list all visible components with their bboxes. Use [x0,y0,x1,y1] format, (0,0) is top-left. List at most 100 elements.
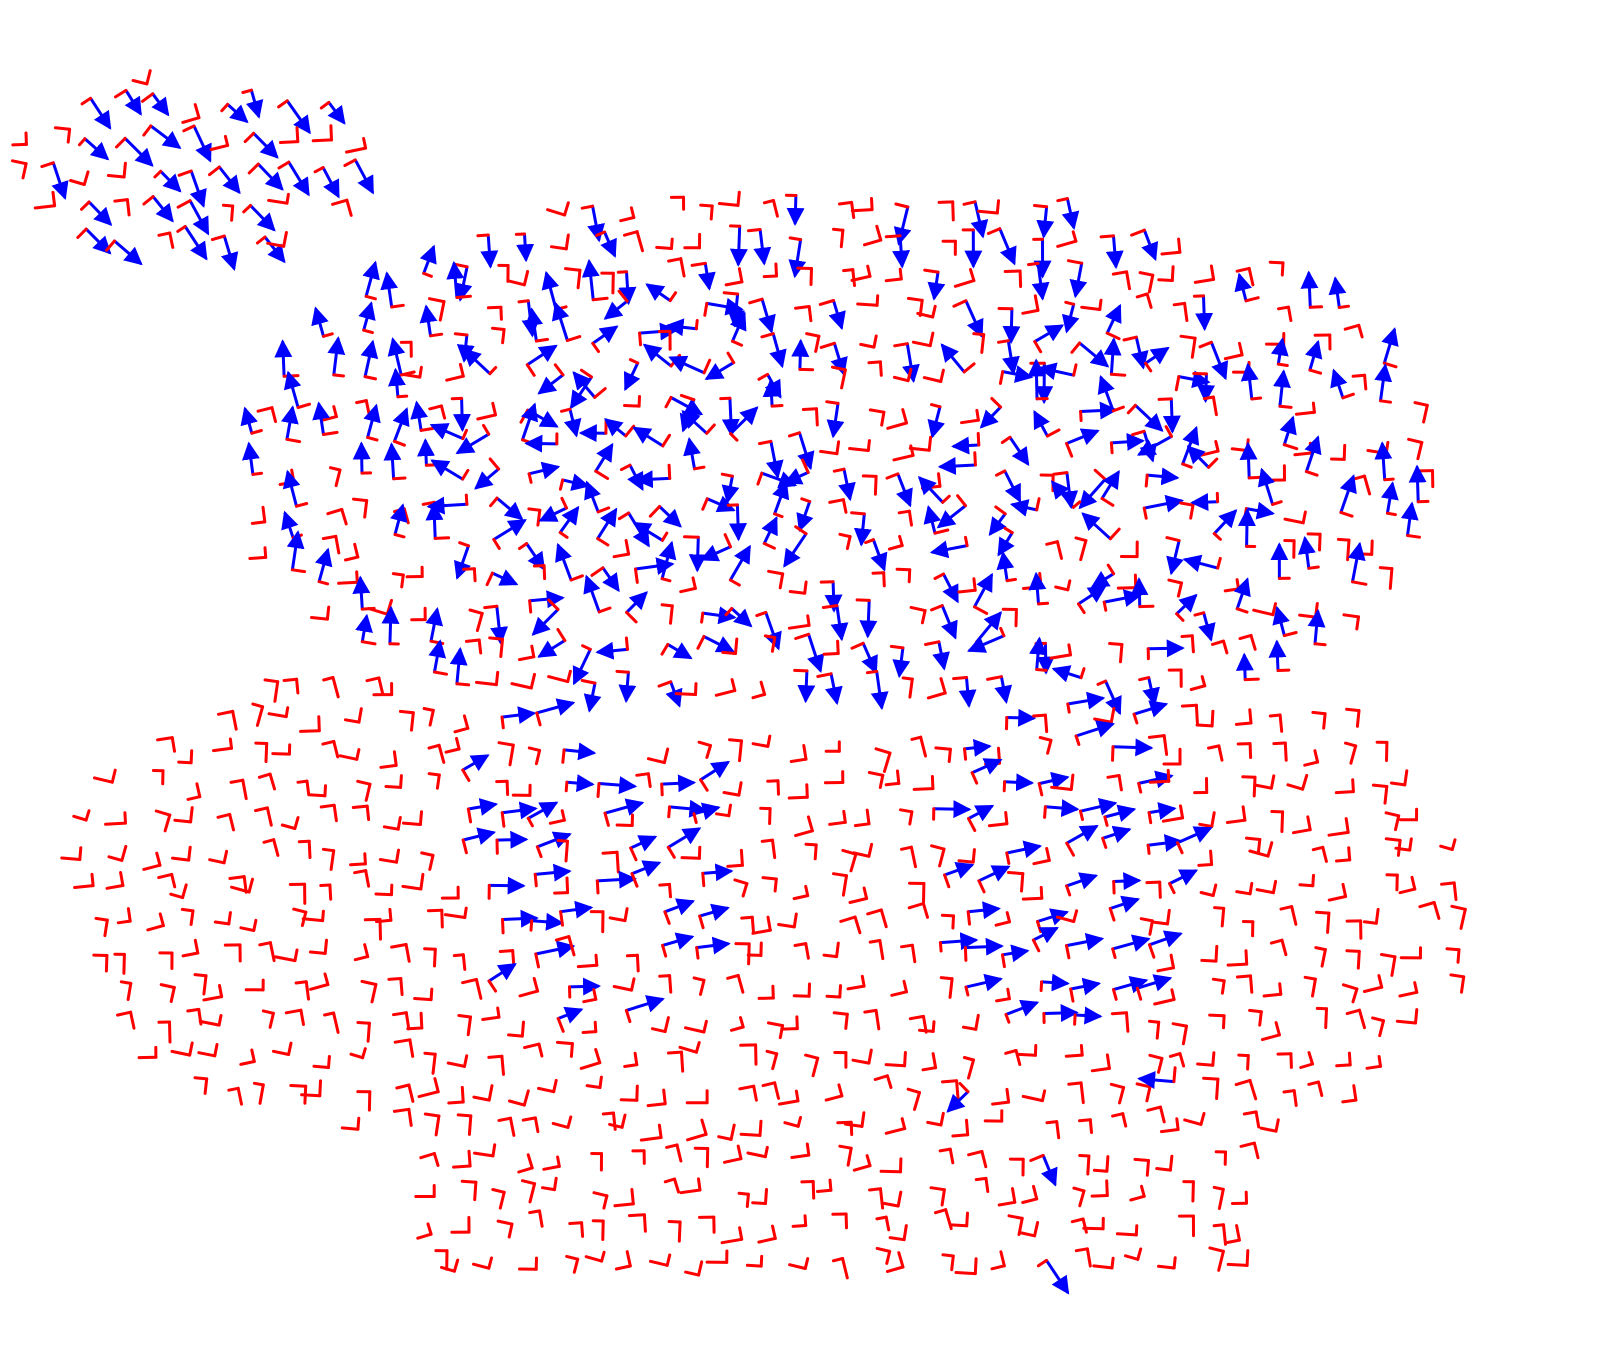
secondary-vector-arrow [1021,1094,1044,1103]
secondary-vector-arrow [1055,915,1076,923]
secondary-vector-arrow [1093,717,1113,724]
secondary-vector-tick [1276,362,1289,367]
secondary-vector-tick [1336,537,1351,542]
secondary-vector-arrow [745,1192,750,1208]
secondary-vector-tick [748,297,764,305]
secondary-vector-arrow [508,743,515,767]
secondary-vector-arrow [1157,1264,1176,1270]
secondary-vector-tick [1035,497,1041,512]
primary-vector-arrow [721,396,740,438]
secondary-vector-tick [679,393,696,402]
secondary-vector-arrow [884,1127,907,1135]
primary-vector-arrow [1209,340,1229,381]
secondary-vector-tick [963,946,968,962]
secondary-vector-tick [698,914,705,930]
secondary-vector-arrow [407,1107,413,1127]
secondary-vector-tick [804,1053,820,1060]
secondary-vector-arrow [1115,1232,1138,1237]
secondary-vector-tick [1146,1105,1162,1112]
secondary-vector-tick [1384,440,1390,455]
primary-vector-arrow [87,200,113,226]
primary-vector-arrow [327,336,346,377]
secondary-vector-arrow [1152,920,1169,926]
secondary-vector-tick [803,1257,810,1270]
secondary-vector-arrow [328,883,333,901]
secondary-vector-arrow [949,1223,969,1228]
secondary-vector-tick [1209,849,1214,866]
secondary-vector-tick [1169,953,1175,970]
secondary-vector-tick [519,408,530,424]
secondary-vector-tick [933,572,945,580]
secondary-vector-tick [901,408,908,425]
secondary-vector-arrow [984,1176,990,1193]
secondary-vector-tick [491,1143,497,1158]
secondary-vector-tick [1004,811,1009,826]
secondary-vector-arrow [349,862,367,867]
secondary-vector-tick [396,816,402,831]
secondary-vector-arrow [231,709,238,731]
secondary-vector-tick [119,871,125,887]
secondary-vector-arrow [440,908,444,929]
primary-vector-arrow [838,467,856,502]
secondary-vector-arrow [788,590,807,595]
primary-vector-arrow [256,162,284,191]
secondary-vector-tick [1248,1008,1263,1014]
secondary-vector-tick [387,977,403,981]
secondary-vector-arrow [382,825,400,831]
secondary-vector-arrow [885,1265,905,1273]
secondary-vector-arrow [582,997,598,1004]
secondary-vector-arrow [1223,353,1244,361]
secondary-vector-tick [455,736,461,751]
secondary-vector-arrow [811,1056,820,1078]
secondary-vector-tick [1035,668,1048,672]
secondary-vector-arrow [1155,1167,1172,1172]
secondary-vector-arrow [736,973,745,994]
secondary-vector-tick [1003,269,1022,273]
secondary-vector-tick [757,372,769,381]
secondary-vector-tick [1238,341,1244,357]
secondary-vector-tick [863,1008,878,1014]
secondary-vector-arrow [646,757,666,765]
secondary-vector-arrow [364,399,371,416]
secondary-vector-arrow [668,882,672,899]
secondary-vector-tick [728,578,741,587]
primary-vector-arrow [563,407,582,438]
secondary-vector-tick [771,1224,777,1240]
secondary-vector-tick [762,199,775,205]
secondary-vector-arrow [553,891,570,895]
secondary-vector-arrow [1195,723,1214,728]
secondary-vector-tick [894,202,910,209]
secondary-vector-arrow [416,1232,433,1240]
primary-vector-arrow [988,512,1007,537]
secondary-vector-arrow [472,1095,491,1102]
secondary-vector-tick [986,675,1003,681]
secondary-vector-arrow [1398,990,1419,998]
secondary-vector-tick [213,1043,219,1058]
secondary-vector-tick [931,1052,938,1070]
secondary-vector-tick [327,1055,331,1069]
primary-vector-arrow [556,1006,584,1024]
secondary-vector-arrow [770,636,777,653]
secondary-vector-arrow [528,1182,537,1204]
secondary-vector-tick [660,577,672,583]
primary-vector-arrow [453,396,472,432]
primary-vector-arrow [1268,639,1287,672]
secondary-vector-tick [491,326,506,331]
secondary-vector-arrow [1258,1010,1263,1027]
secondary-vector-tick [884,234,902,239]
secondary-vector-tick [896,769,901,785]
secondary-vector-arrow [507,1033,524,1038]
primary-vector-arrow [681,410,709,435]
secondary-vector-tick [832,227,845,232]
secondary-vector-tick [624,424,636,438]
secondary-vector-tick [277,160,291,170]
secondary-vector-tick [482,423,491,436]
secondary-vector-tick [390,303,405,309]
secondary-vector-arrow [890,990,908,997]
secondary-vector-tick [500,811,506,828]
secondary-vector-tick [1066,579,1072,592]
secondary-vector-tick [1007,1214,1024,1220]
secondary-vector-arrow [432,1152,440,1167]
secondary-vector-tick [1041,1089,1047,1103]
secondary-vector-arrow [1292,828,1312,835]
